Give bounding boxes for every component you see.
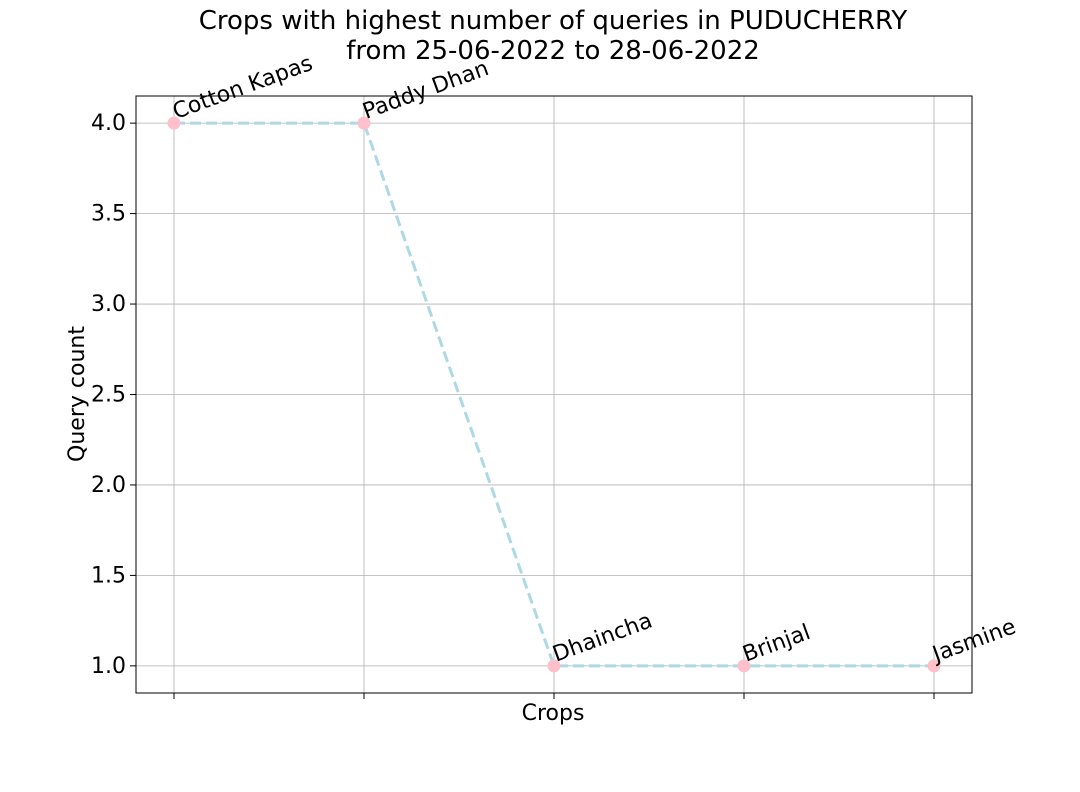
y-tick-label: 3.5 — [91, 202, 126, 227]
data-point-marker — [547, 659, 561, 673]
data-point-marker — [927, 659, 941, 673]
data-point-marker — [357, 116, 371, 130]
data-point-label: Paddy Dhan — [360, 56, 493, 125]
y-tick-label: 3.0 — [91, 292, 126, 317]
y-tick-label: 1.5 — [91, 563, 126, 588]
y-tick-label: 1.0 — [91, 654, 126, 679]
y-tick-label: 2.0 — [91, 473, 126, 498]
data-point-label: Jasmine — [928, 614, 1020, 668]
data-point-marker — [167, 116, 181, 130]
y-tick-label: 4.0 — [91, 111, 126, 136]
grid — [136, 96, 972, 693]
series — [167, 116, 941, 673]
data-point-label: Brinjal — [740, 620, 814, 667]
chart-title-line2: from 25-06-2022 to 28-06-2022 — [346, 36, 760, 66]
series-line — [174, 121, 934, 668]
data-point-label: Dhaincha — [550, 608, 656, 667]
chart-title-line1: Crops with highest number of queries in … — [199, 6, 908, 36]
axes: 1.0 1.5 2.0 2.5 3.0 3.5 4.0 — [91, 111, 935, 699]
data-point-label: Cotton Kapas — [170, 51, 317, 125]
x-axis-label: Crops — [522, 701, 585, 726]
data-point-marker — [737, 659, 751, 673]
y-axis-label: Query count — [65, 326, 90, 462]
plot-frame — [135, 95, 973, 694]
y-tick-label: 2.5 — [91, 383, 126, 408]
